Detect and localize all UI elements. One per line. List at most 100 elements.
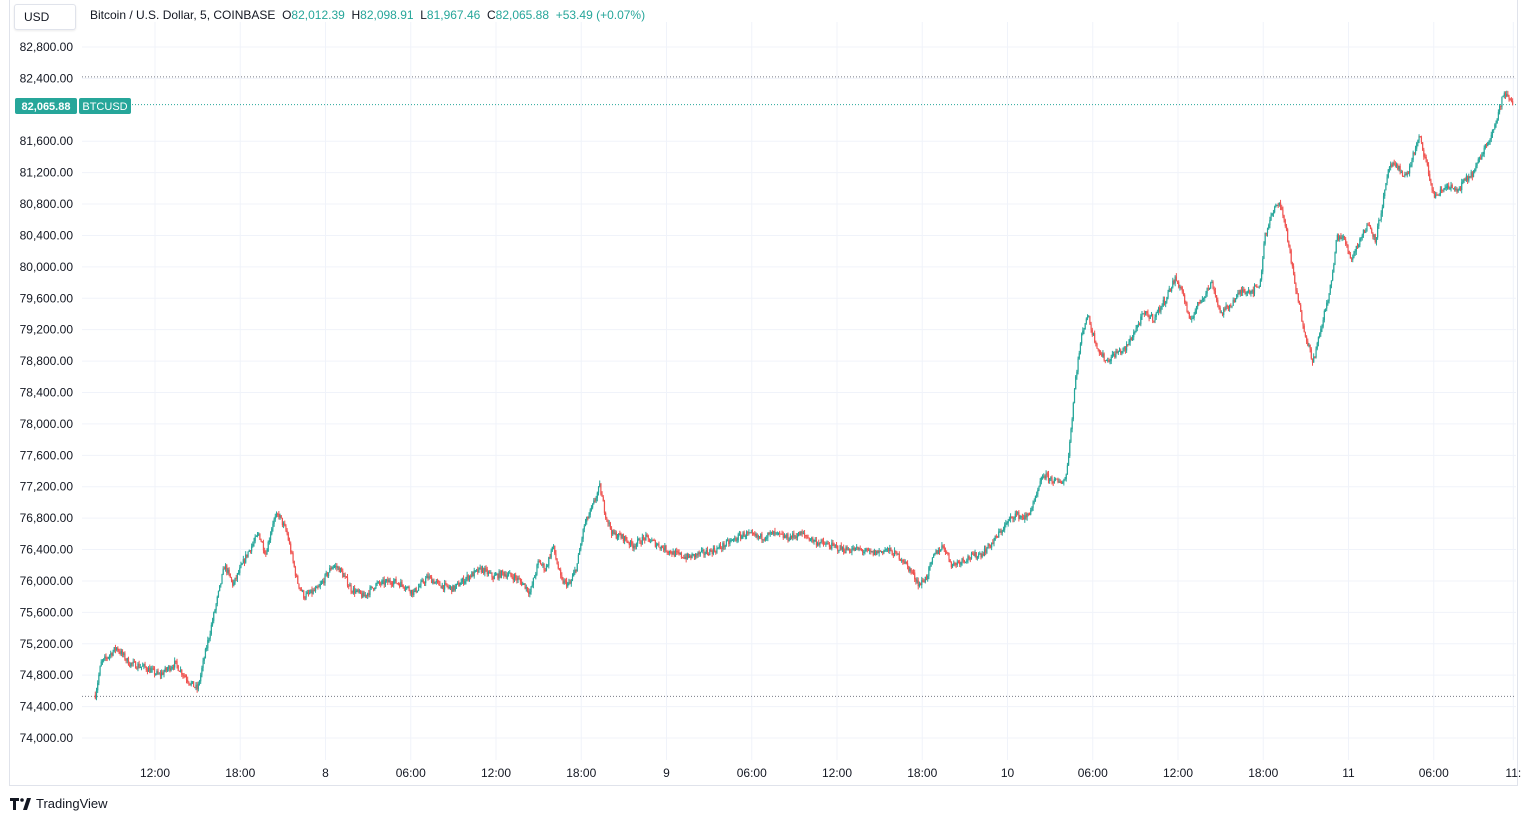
candle[interactable] <box>1356 242 1359 249</box>
candle[interactable] <box>969 556 971 563</box>
candle[interactable] <box>1346 241 1348 248</box>
candle[interactable] <box>468 575 471 582</box>
candle[interactable] <box>306 589 308 595</box>
candle[interactable] <box>1406 170 1408 178</box>
candle[interactable] <box>729 538 731 547</box>
candle[interactable] <box>227 567 229 575</box>
candle[interactable] <box>485 565 487 572</box>
candle[interactable] <box>961 557 963 566</box>
candle[interactable] <box>356 589 358 593</box>
candle[interactable] <box>477 566 479 575</box>
candle[interactable] <box>1148 314 1150 322</box>
candle[interactable] <box>1124 345 1127 354</box>
candle[interactable] <box>1239 289 1241 297</box>
candle[interactable] <box>1328 293 1330 304</box>
candle[interactable] <box>732 538 735 543</box>
candle[interactable] <box>1057 477 1059 484</box>
candle[interactable] <box>245 551 247 564</box>
candle[interactable] <box>316 585 318 589</box>
candle[interactable] <box>709 548 711 556</box>
candle[interactable] <box>301 589 304 593</box>
candle[interactable] <box>1008 516 1010 522</box>
candle[interactable] <box>1050 476 1052 481</box>
candle[interactable] <box>993 537 995 547</box>
candle[interactable] <box>1207 285 1209 291</box>
candle[interactable] <box>425 575 427 587</box>
candle[interactable] <box>906 560 909 570</box>
candle[interactable] <box>825 541 827 547</box>
candle[interactable] <box>839 544 841 551</box>
candle[interactable] <box>247 551 249 558</box>
candle[interactable] <box>1226 304 1228 310</box>
candle[interactable] <box>678 549 680 556</box>
candle[interactable] <box>1212 280 1214 290</box>
candle[interactable] <box>318 583 320 588</box>
candle[interactable] <box>654 539 656 548</box>
candle[interactable] <box>1026 512 1028 521</box>
candle[interactable] <box>979 551 981 555</box>
candle[interactable] <box>136 666 138 670</box>
candle[interactable] <box>484 565 486 577</box>
candle[interactable] <box>453 585 455 592</box>
candle[interactable] <box>467 574 469 582</box>
candle[interactable] <box>304 596 306 601</box>
candle[interactable] <box>677 549 679 555</box>
candle[interactable] <box>1431 183 1433 193</box>
candle[interactable] <box>1349 251 1351 259</box>
candle[interactable] <box>124 651 126 661</box>
candle[interactable] <box>844 548 846 554</box>
candle[interactable] <box>1251 289 1253 294</box>
candle[interactable] <box>781 530 783 535</box>
candle[interactable] <box>837 545 839 554</box>
candle[interactable] <box>1110 354 1112 365</box>
candle[interactable] <box>406 586 408 591</box>
candle[interactable] <box>486 566 488 577</box>
candle[interactable] <box>1175 273 1177 282</box>
candle[interactable] <box>818 539 820 547</box>
candle[interactable] <box>851 546 853 556</box>
candle[interactable] <box>751 529 754 536</box>
candle[interactable] <box>269 531 272 543</box>
candle[interactable] <box>783 533 786 539</box>
candle[interactable] <box>1418 134 1420 144</box>
candle[interactable] <box>1002 526 1005 532</box>
candle[interactable] <box>1285 223 1288 232</box>
candle[interactable] <box>1313 353 1315 363</box>
candle[interactable] <box>884 547 886 552</box>
candle[interactable] <box>750 529 752 534</box>
candle[interactable] <box>1006 521 1008 525</box>
candle[interactable] <box>1134 330 1136 335</box>
candle[interactable] <box>859 545 861 551</box>
candle[interactable] <box>708 552 710 557</box>
candle[interactable] <box>974 549 976 558</box>
candle[interactable] <box>287 531 289 542</box>
candle[interactable] <box>510 572 512 578</box>
candle[interactable] <box>543 563 545 573</box>
candle[interactable] <box>312 588 314 595</box>
candle[interactable] <box>1362 229 1365 238</box>
candle[interactable] <box>1301 309 1303 322</box>
candle[interactable] <box>237 569 240 575</box>
candle[interactable] <box>1405 172 1407 176</box>
candle[interactable] <box>371 586 373 589</box>
candle[interactable] <box>826 540 828 545</box>
candle[interactable] <box>830 544 832 550</box>
candle[interactable] <box>661 545 664 549</box>
candle[interactable] <box>757 534 759 541</box>
candle[interactable] <box>768 531 770 536</box>
candle[interactable] <box>1144 310 1147 316</box>
candle[interactable] <box>633 543 635 552</box>
candle[interactable] <box>1311 358 1314 366</box>
candle[interactable] <box>383 576 385 588</box>
candle[interactable] <box>1038 485 1040 492</box>
candle[interactable] <box>1247 286 1250 294</box>
candle[interactable] <box>1252 286 1254 298</box>
candle[interactable] <box>260 538 262 543</box>
candle[interactable] <box>922 577 924 583</box>
candle[interactable] <box>489 570 491 574</box>
candle[interactable] <box>181 669 183 678</box>
candle[interactable] <box>370 585 372 590</box>
candle[interactable] <box>133 658 135 663</box>
candle[interactable] <box>1073 388 1076 404</box>
candle[interactable] <box>281 517 284 528</box>
